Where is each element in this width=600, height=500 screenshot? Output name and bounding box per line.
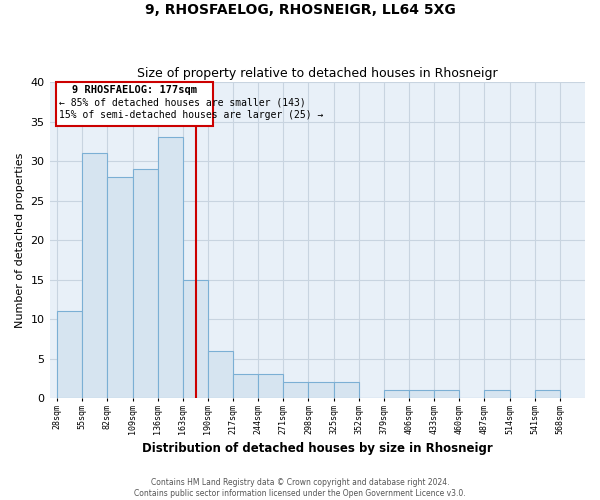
Bar (283, 382, 308, 398)
Bar (409, 390, 434, 398)
Bar (107, 177, 133, 398)
Bar (57, 311, 82, 398)
Text: 9, RHOSFAELOG, RHOSNEIGR, LL64 5XG: 9, RHOSFAELOG, RHOSNEIGR, LL64 5XG (145, 2, 455, 16)
Bar (158, 138, 183, 398)
Bar (334, 382, 359, 398)
Text: 9 RHOSFAELOG: 177sqm: 9 RHOSFAELOG: 177sqm (72, 85, 197, 95)
Y-axis label: Number of detached properties: Number of detached properties (15, 152, 25, 328)
Text: ← 85% of detached houses are smaller (143): ← 85% of detached houses are smaller (14… (59, 97, 305, 107)
Bar (183, 280, 208, 398)
Bar (308, 382, 334, 398)
Bar (133, 169, 158, 398)
Bar (434, 390, 460, 398)
Bar (484, 390, 509, 398)
X-axis label: Distribution of detached houses by size in Rhosneigr: Distribution of detached houses by size … (142, 442, 493, 455)
Title: Size of property relative to detached houses in Rhosneigr: Size of property relative to detached ho… (137, 66, 497, 80)
Bar (233, 374, 258, 398)
Bar (258, 374, 283, 398)
Text: 15% of semi-detached houses are larger (25) →: 15% of semi-detached houses are larger (… (59, 110, 323, 120)
Bar (82, 153, 107, 398)
Bar (384, 390, 409, 398)
Bar (535, 390, 560, 398)
Bar (208, 350, 233, 398)
Text: Contains HM Land Registry data © Crown copyright and database right 2024.
Contai: Contains HM Land Registry data © Crown c… (134, 478, 466, 498)
Bar (56, 82, 212, 126)
